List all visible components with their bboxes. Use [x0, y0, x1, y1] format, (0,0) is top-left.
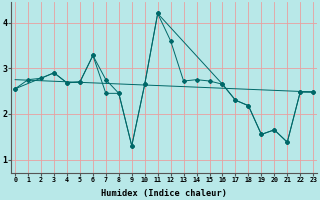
X-axis label: Humidex (Indice chaleur): Humidex (Indice chaleur)	[101, 189, 227, 198]
